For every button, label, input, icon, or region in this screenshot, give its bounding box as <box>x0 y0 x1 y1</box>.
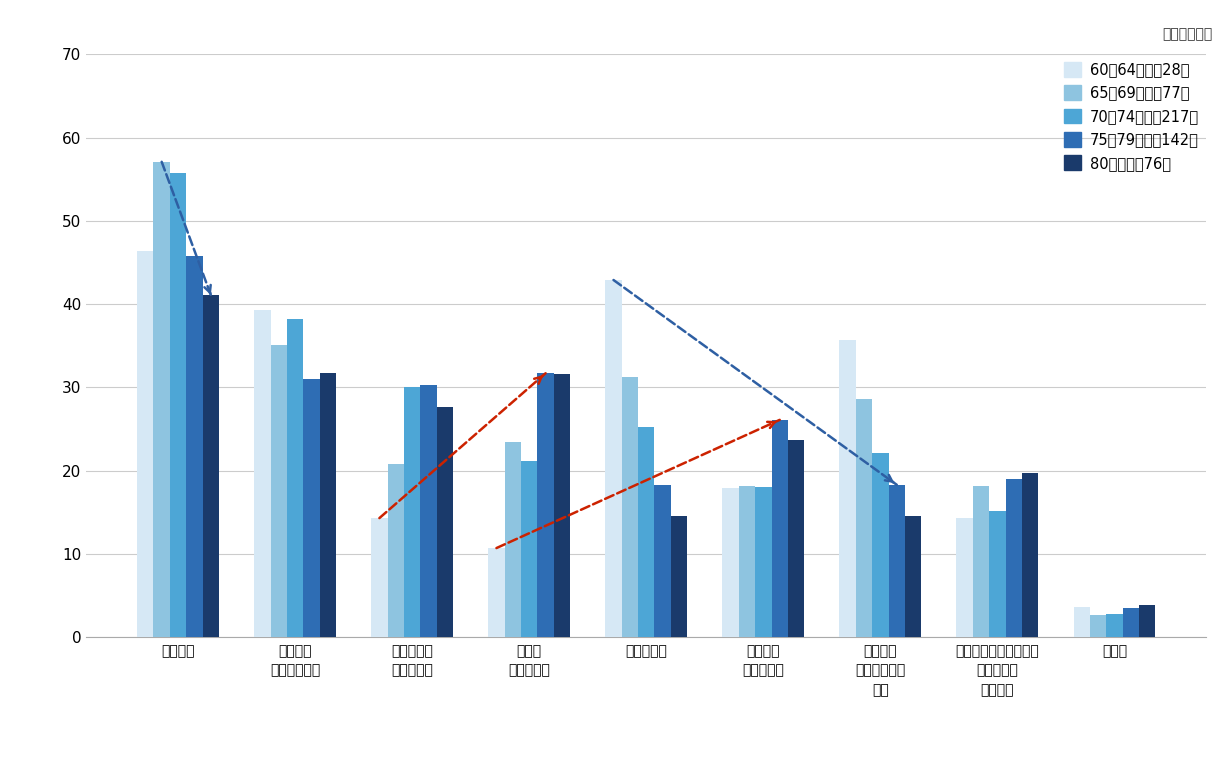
Bar <box>840 340 856 637</box>
Bar <box>739 486 755 637</box>
Bar <box>606 280 622 637</box>
Bar <box>404 388 420 637</box>
Bar <box>137 251 154 637</box>
Bar <box>889 485 905 637</box>
Bar <box>1089 615 1107 637</box>
Bar <box>186 256 203 637</box>
Bar <box>554 374 570 637</box>
Bar <box>320 373 336 637</box>
Bar <box>489 548 505 637</box>
Bar <box>956 518 972 637</box>
Bar <box>420 385 437 637</box>
Bar <box>388 464 404 637</box>
Bar <box>655 485 671 637</box>
Bar <box>755 487 772 637</box>
Bar <box>203 295 219 637</box>
Bar <box>972 486 990 637</box>
Text: （単位：％）: （単位：％） <box>1162 27 1213 41</box>
Bar <box>372 518 388 637</box>
Bar <box>1107 614 1123 637</box>
Bar <box>287 319 303 637</box>
Bar <box>671 517 687 637</box>
Bar <box>505 442 521 637</box>
Bar <box>254 310 271 637</box>
Bar <box>303 379 320 637</box>
Bar <box>905 517 921 637</box>
Bar <box>437 407 453 637</box>
Bar <box>271 345 287 637</box>
Bar <box>154 162 170 637</box>
Bar <box>170 172 186 637</box>
Bar <box>1073 607 1089 637</box>
Bar <box>856 399 873 637</box>
Bar <box>1006 479 1022 637</box>
Bar <box>1123 608 1139 637</box>
Bar <box>1139 605 1156 637</box>
Bar <box>873 453 889 637</box>
Bar <box>638 427 655 637</box>
Bar <box>772 420 788 637</box>
Legend: 60～64歳　（28）, 65～69歳　（77）, 70～74歳　（217）, 75～79歳　（142）, 80歳～　（76）: 60～64歳 （28）, 65～69歳 （77）, 70～74歳 （217）, … <box>1064 61 1199 171</box>
Bar <box>1022 473 1039 637</box>
Bar <box>538 373 554 637</box>
Bar <box>723 488 739 637</box>
Bar <box>990 510 1006 637</box>
Bar <box>521 461 538 637</box>
Bar <box>788 440 804 637</box>
Bar <box>622 378 638 637</box>
